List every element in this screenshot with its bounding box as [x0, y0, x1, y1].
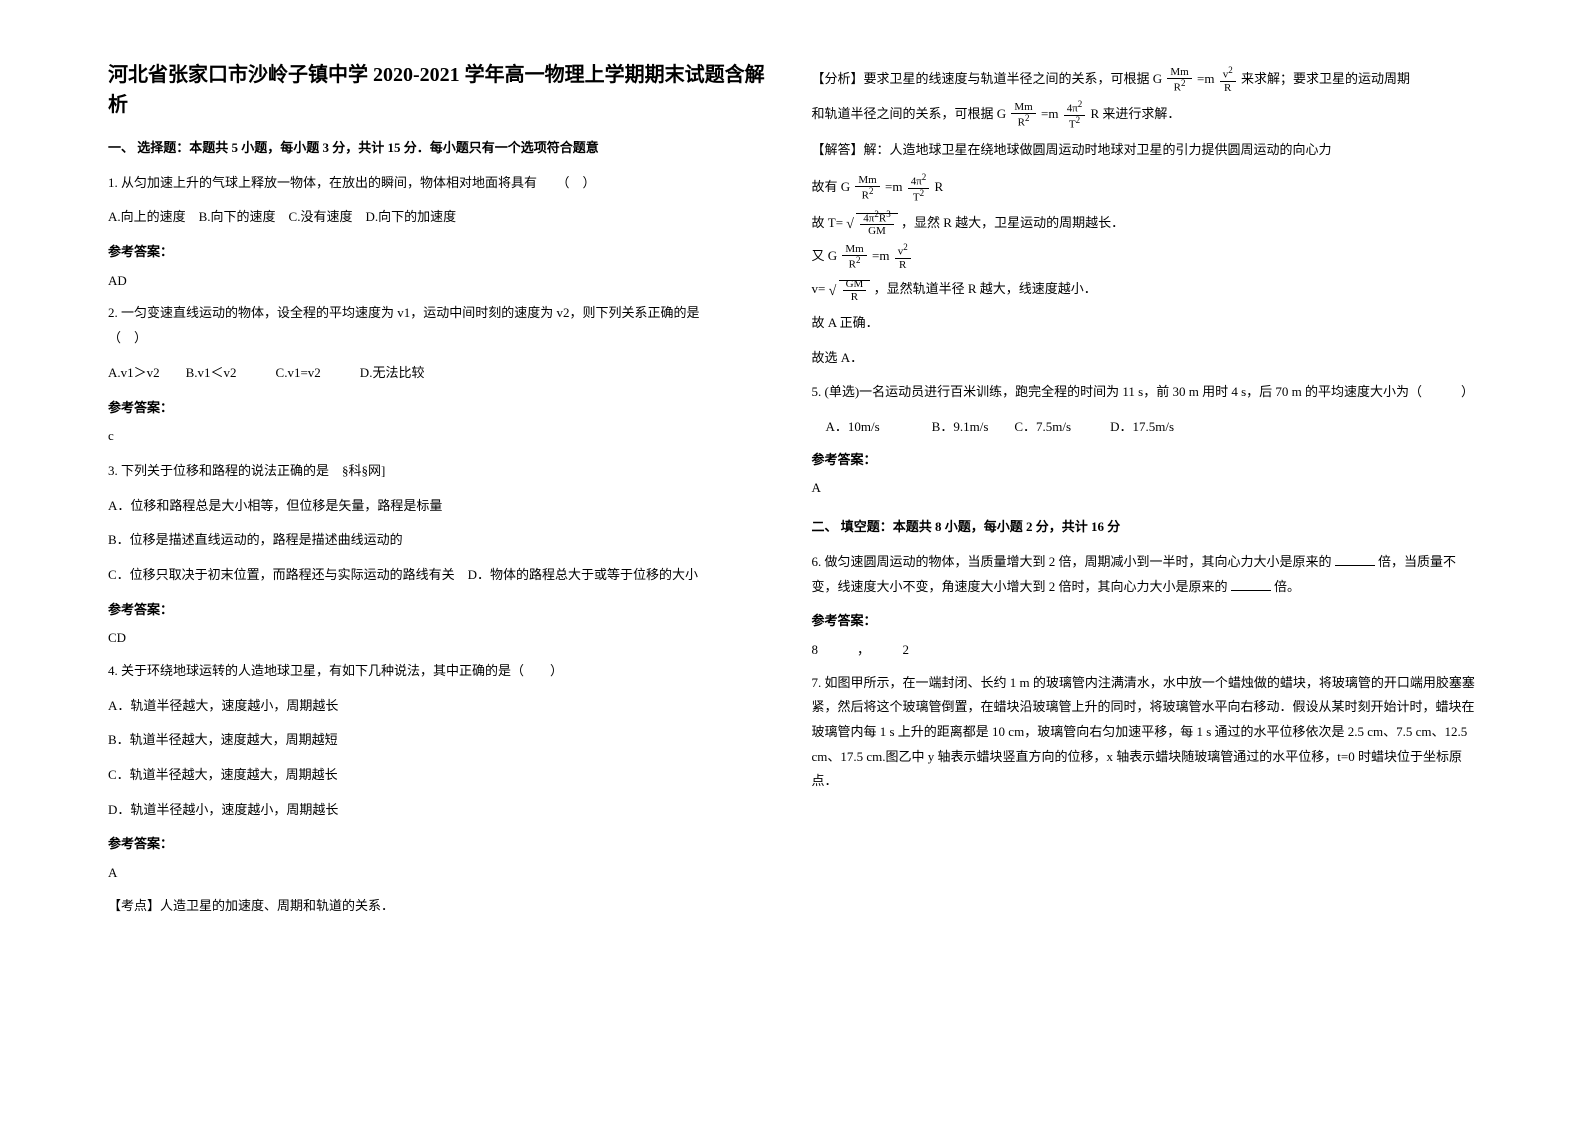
question-1-options: A.向上的速度 B.向下的速度 C.没有速度 D.向下的加速度: [108, 205, 776, 230]
question-3-optA: A．位移和路程总是大小相等，但位移是矢量，路程是标量: [108, 494, 776, 519]
section1-heading: 一、 选择题：本题共 5 小题，每小题 3 分，共计 15 分．每小题只有一个选…: [108, 136, 776, 161]
question-4-optA: A．轨道半径越大，速度越小，周期越长: [108, 694, 776, 719]
analysis-text-1: 【分析】要求卫星的线速度与轨道半径之间的关系，可根据 G: [812, 71, 1163, 86]
formula-line-4: 故 T= 4π2R3 GM ，显然 R 越大，卫星运动的周期越长．: [812, 210, 1480, 238]
frac-num: Mm: [1170, 66, 1188, 78]
question-6: 6. 做匀速圆周运动的物体，当质量增大到 2 倍，周期减小到一半时，其向心力大小…: [812, 550, 1480, 599]
question-5: 5. (单选)一名运动员进行百米训练，跑完全程的时间为 11 s，前 30 m …: [812, 380, 1480, 405]
eq-m: =m: [1041, 106, 1058, 121]
line4a: 故 T=: [812, 214, 844, 229]
fraction-icon: Mm R2: [842, 243, 866, 271]
sqrt-icon: GM R: [829, 277, 871, 303]
answer-label-4: 参考答案：: [108, 832, 776, 857]
line3b: R: [935, 179, 944, 194]
q6-text3: 倍。: [1274, 579, 1300, 594]
sqrt-icon: 4π2R3 GM: [846, 210, 897, 238]
fraction-icon: Mm R2: [1167, 66, 1191, 94]
question-4-optD: D．轨道半径越小，速度越小，周期越长: [108, 798, 776, 823]
line6b: ，显然轨道半径 R 越大，线速度越小．: [874, 281, 1097, 296]
left-column: 河北省张家口市沙岭子镇中学 2020-2021 学年高一物理上学期期末试题含解析…: [90, 60, 794, 1062]
frac-num: GM: [846, 278, 864, 290]
frac-den: T: [1069, 118, 1076, 130]
explain-line: 【解答】解：人造地球卫星在绕地球做圆周运动时地球对卫星的引力提供圆周运动的向心力: [812, 138, 1480, 163]
eq-m: =m: [885, 179, 902, 194]
fraction-icon: 4π2R3 GM: [860, 210, 893, 238]
answer-label-3: 参考答案：: [108, 598, 776, 623]
line8: 故选 A．: [812, 346, 1480, 371]
answer-label-5: 参考答案：: [812, 448, 1480, 473]
fraction-icon: v2 R: [895, 243, 911, 271]
answer-label-2: 参考答案：: [108, 396, 776, 421]
fraction-icon: Mm R2: [1011, 101, 1035, 129]
line6a: v=: [812, 281, 826, 296]
fraction-icon: Mm R2: [855, 174, 879, 202]
answer-4: A: [108, 861, 776, 886]
right-column: 【分析】要求卫星的线速度与轨道半径之间的关系，可根据 G Mm R2 =m v2…: [794, 60, 1498, 1062]
frac-den: R: [899, 259, 906, 271]
answer-5: A: [812, 476, 1480, 501]
fraction-icon: GM R: [843, 278, 867, 303]
frac-num: 4π: [863, 212, 874, 224]
line2a: 和轨道半径之间的关系，可根据 G: [812, 106, 1007, 121]
frac-den: R: [1174, 82, 1181, 94]
question-2: 2. 一匀变速直线运动的物体，设全程的平均速度为 v1，运动中间时刻的速度为 v…: [108, 301, 776, 350]
frac-den: R: [849, 259, 856, 271]
question-4-note: 【考点】人造卫星的加速度、周期和轨道的关系．: [108, 894, 776, 919]
blank-2: [1231, 577, 1271, 591]
frac-den: T: [913, 191, 920, 203]
line5a: 又 G: [812, 248, 838, 263]
formula-line-5: 又 G Mm R2 =m v2 R: [812, 243, 1480, 271]
eq-m: =m: [1197, 71, 1214, 86]
analysis-line-1: 【分析】要求卫星的线速度与轨道半径之间的关系，可根据 G Mm R2 =m v2…: [812, 66, 1480, 94]
question-1: 1. 从匀加速上升的气球上释放一物体，在放出的瞬间，物体相对地面将具有 （ ）: [108, 171, 776, 196]
fraction-icon: 4π2 T2: [908, 173, 930, 204]
answer-label-1: 参考答案：: [108, 240, 776, 265]
question-7: 7. 如图甲所示，在一端封闭、长约 1 m 的玻璃管内注满清水，水中放一个蜡烛做…: [812, 671, 1480, 794]
frac-num: 4π: [1067, 103, 1078, 115]
formula-line-6: v= GM R ，显然轨道半径 R 越大，线速度越小．: [812, 277, 1480, 303]
answer-label-6: 参考答案：: [812, 609, 1480, 634]
answer-6: 8 ， 2: [812, 638, 1480, 663]
question-3-optC: C．位移只取决于初末位置，而路程还与实际运动的路线有关 D．物体的路程总大于或等…: [108, 563, 776, 588]
document-title: 河北省张家口市沙岭子镇中学 2020-2021 学年高一物理上学期期末试题含解析: [108, 60, 776, 120]
frac-den: GM: [868, 225, 886, 237]
fraction-icon: 4π2 T2: [1064, 100, 1086, 131]
frac-den: R: [851, 291, 858, 303]
frac-num: 4π: [911, 176, 922, 188]
answer-1: AD: [108, 269, 776, 294]
question-5-options: A．10m/s B．9.1m/s C．7.5m/s D．17.5m/s: [826, 415, 1480, 440]
frac-den: R: [862, 190, 869, 202]
frac-num: Mm: [1014, 101, 1032, 113]
question-3: 3. 下列关于位移和路程的说法正确的是 §科§网]: [108, 459, 776, 484]
fraction-icon: v2 R: [1220, 66, 1236, 94]
line2b: R 来进行求解．: [1091, 106, 1181, 121]
question-4: 4. 关于环绕地球运转的人造地球卫星，有如下几种说法，其中正确的是（ ）: [108, 659, 776, 684]
line7: 故 A 正确．: [812, 311, 1480, 336]
line4b: ，显然 R 越大，卫星运动的周期越长．: [901, 214, 1124, 229]
frac-den: R: [1018, 117, 1025, 129]
frac-num: Mm: [858, 174, 876, 186]
answer-2: c: [108, 424, 776, 449]
analysis-line-2: 和轨道半径之间的关系，可根据 G Mm R2 =m 4π2 T2 R 来进行求解…: [812, 100, 1480, 131]
question-3-optB: B．位移是描述直线运动的，路程是描述曲线运动的: [108, 528, 776, 553]
eq-m: =m: [872, 248, 889, 263]
blank-1: [1335, 552, 1375, 566]
question-4-optB: B．轨道半径越大，速度越大，周期越短: [108, 728, 776, 753]
section2-heading: 二、 填空题：本题共 8 小题，每小题 2 分，共计 16 分: [812, 515, 1480, 540]
answer-3: CD: [108, 626, 776, 651]
q6-text1: 6. 做匀速圆周运动的物体，当质量增大到 2 倍，周期减小到一半时，其向心力大小…: [812, 554, 1332, 569]
formula-line-3: 故有 G Mm R2 =m 4π2 T2 R: [812, 173, 1480, 204]
frac-num: Mm: [845, 243, 863, 255]
question-2-options: A.v1＞v2 B.v1＜v2 C.v1=v2 D.无法比较: [108, 361, 776, 386]
frac-den: R: [1224, 82, 1231, 94]
question-4-optC: C．轨道半径越大，速度越大，周期越长: [108, 763, 776, 788]
analysis-text-2: 来求解；要求卫星的运动周期: [1241, 71, 1410, 86]
line3a: 故有 G: [812, 179, 851, 194]
